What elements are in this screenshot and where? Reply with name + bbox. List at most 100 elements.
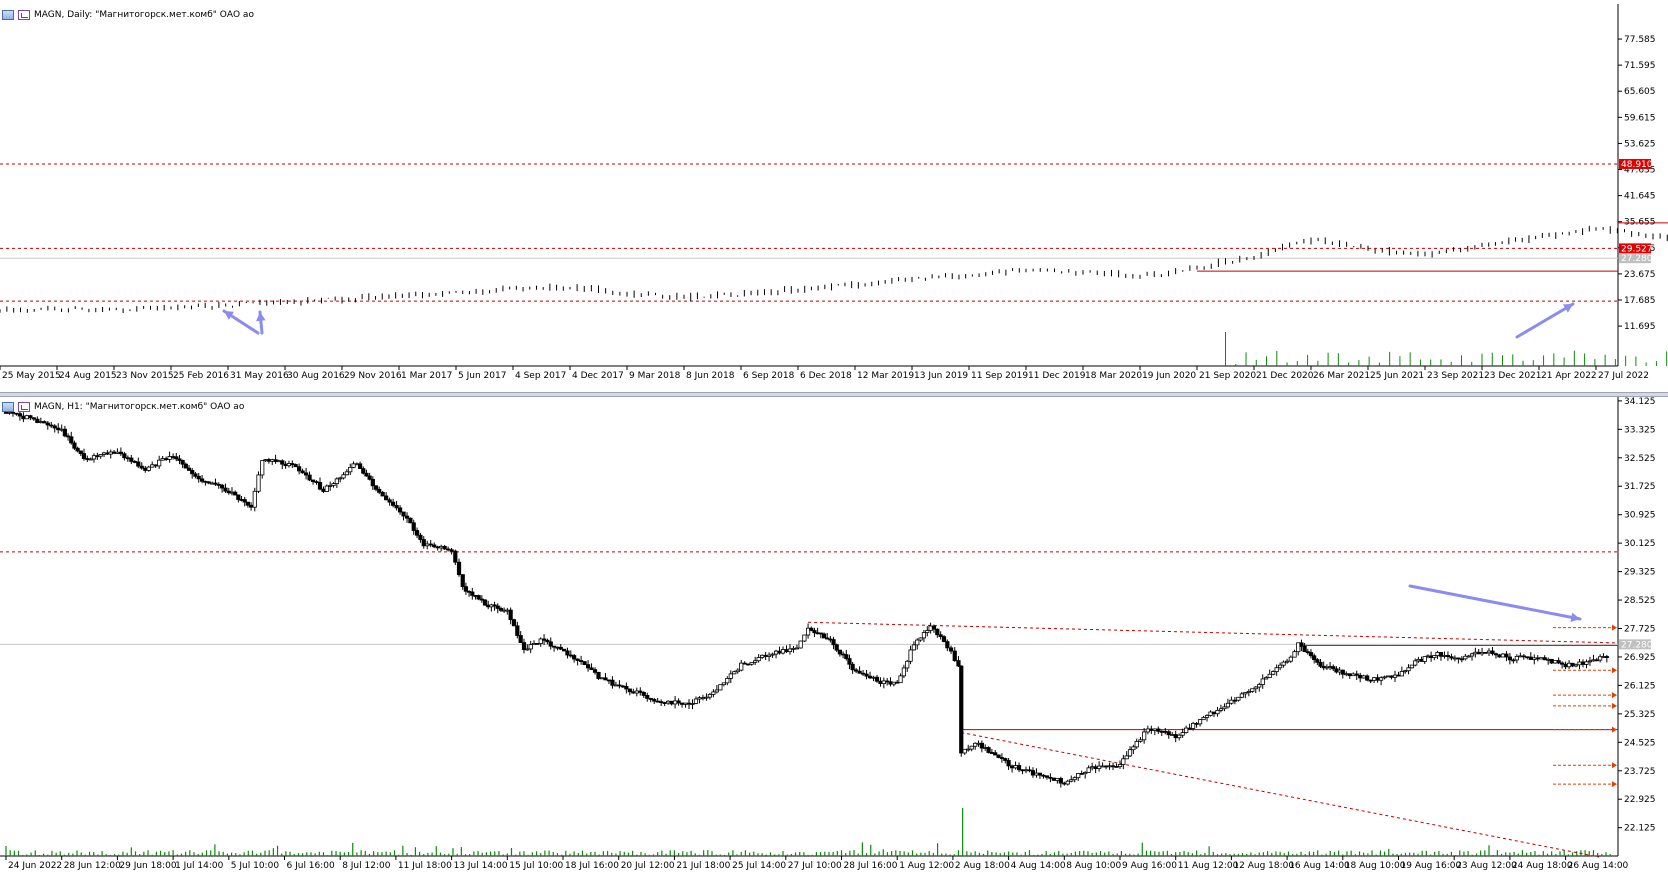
annotation-arrowhead xyxy=(256,312,266,322)
candle-body xyxy=(146,466,151,471)
candle-body xyxy=(973,742,978,747)
candle-body xyxy=(711,691,716,695)
candle-body xyxy=(1535,657,1540,660)
candle-body xyxy=(959,665,964,754)
candle-body xyxy=(572,655,577,660)
candle-body xyxy=(1055,778,1060,781)
candle-body xyxy=(962,748,967,754)
candle-body xyxy=(538,638,543,644)
candle-body xyxy=(45,422,50,426)
time-tick-label: 23 Dec 2021 xyxy=(1484,371,1542,381)
time-tick-label: 18 Aug 10:00 xyxy=(1345,861,1406,871)
candle-body xyxy=(648,697,653,700)
candle-body xyxy=(548,641,553,647)
time-tick-label: 23 Nov 2015 xyxy=(116,371,174,381)
time-tick-label: 21 Dec 2020 xyxy=(1256,371,1314,381)
chart-properties-icon[interactable] xyxy=(18,402,30,412)
candle-body xyxy=(341,474,346,479)
candle-body xyxy=(98,454,103,457)
candle-body xyxy=(482,599,488,606)
candle-body xyxy=(686,702,692,705)
candle-body xyxy=(81,453,87,459)
candle-body xyxy=(105,452,110,455)
time-tick-label: 21 Apr 2022 xyxy=(1541,371,1597,381)
candle-body xyxy=(610,679,615,686)
candle-body xyxy=(518,635,523,643)
candle-body xyxy=(606,679,612,682)
candle-body xyxy=(479,598,484,601)
candle-body xyxy=(1385,675,1391,678)
daily-chart-canvas[interactable]: 77.585 71.595 65.605 59.615 53.625 47.635 41.6… xyxy=(0,0,1668,392)
candle-body xyxy=(780,649,786,654)
candle-body xyxy=(1442,655,1447,657)
candle-body xyxy=(283,463,288,467)
candle-body xyxy=(252,490,257,508)
candle-body xyxy=(725,678,730,684)
candle-body xyxy=(286,463,292,467)
candle-body xyxy=(310,479,316,482)
hourly-chart-pane[interactable]: 34.125 33.325 32.525 31.725 30.925 30.125 29.3… xyxy=(0,397,1668,877)
candle-body xyxy=(545,639,550,643)
candle-body xyxy=(164,458,169,461)
candle-body xyxy=(753,660,758,663)
candle-body xyxy=(404,515,410,519)
candle-body xyxy=(993,752,998,756)
hourly-chart-header: MAGN, H1: "Магнитогорск.мет.комб" ОАО ао xyxy=(2,400,244,414)
candle-body xyxy=(24,415,29,420)
candle-body xyxy=(911,644,917,651)
candle-body xyxy=(592,669,598,673)
table-icon[interactable] xyxy=(2,402,14,412)
price-tick-label: 22.125 xyxy=(1624,824,1656,834)
candle-body xyxy=(746,663,751,666)
candle-body xyxy=(1051,777,1056,781)
candle-body xyxy=(925,630,930,633)
candle-body xyxy=(558,646,563,650)
candle-body xyxy=(351,463,356,468)
candle-body xyxy=(1354,673,1359,676)
candle-body xyxy=(1114,766,1119,768)
time-tick-label: 1 Aug 12:00 xyxy=(899,861,954,871)
candle-body xyxy=(1466,655,1471,658)
time-tick-label: 21 Sep 2020 xyxy=(1199,371,1256,381)
candle-body xyxy=(718,684,723,691)
chart-properties-icon[interactable] xyxy=(18,10,30,20)
candle-body xyxy=(324,485,329,492)
pane-separator[interactable] xyxy=(0,392,1668,397)
current-price-label: 27.280 xyxy=(1621,640,1653,650)
candle-body xyxy=(1601,656,1606,658)
time-tick-label: 25 Jun 2021 xyxy=(1370,371,1424,381)
candle-body xyxy=(798,640,803,649)
candle-body xyxy=(78,450,83,454)
candle-body xyxy=(1069,779,1074,782)
candle-body xyxy=(1156,728,1161,732)
candle-body xyxy=(1479,651,1485,655)
hourly-chart-title: MAGN, H1: "Магнитогорск.мет.комб" ОАО ао xyxy=(34,402,245,412)
candle-body xyxy=(662,702,667,704)
candle-body xyxy=(1041,774,1046,777)
candle-body xyxy=(1518,655,1523,658)
level-price-tag xyxy=(1619,158,1651,169)
hourly-chart-canvas[interactable]: 34.125 33.325 32.525 31.725 30.925 30.125 29.3… xyxy=(0,397,1668,877)
price-tick-label: 28.525 xyxy=(1624,596,1656,606)
candle-body xyxy=(266,459,272,462)
candle-body xyxy=(915,639,920,646)
candle-body xyxy=(380,491,385,497)
level-price-label: 48.910 xyxy=(1621,160,1653,170)
candle-body xyxy=(1604,656,1609,658)
candle-body xyxy=(391,501,396,506)
candle-body xyxy=(1493,653,1499,656)
candle-body xyxy=(770,653,775,656)
candle-body xyxy=(62,428,67,437)
price-tick-label: 29.325 xyxy=(1624,568,1656,578)
candle-body xyxy=(1546,658,1551,661)
candle-body xyxy=(777,650,782,654)
candle-body xyxy=(1378,677,1384,681)
daily-chart-pane[interactable]: 77.585 71.595 65.605 59.615 53.625 47.635 41.6… xyxy=(0,0,1668,392)
candle-body xyxy=(129,457,134,462)
time-tick-label: 1 Mar 2017 xyxy=(401,371,452,381)
table-icon[interactable] xyxy=(2,10,14,20)
candle-body xyxy=(704,696,709,699)
candle-body xyxy=(1521,655,1526,658)
candle-body xyxy=(1372,677,1377,681)
candle-body xyxy=(809,627,814,631)
